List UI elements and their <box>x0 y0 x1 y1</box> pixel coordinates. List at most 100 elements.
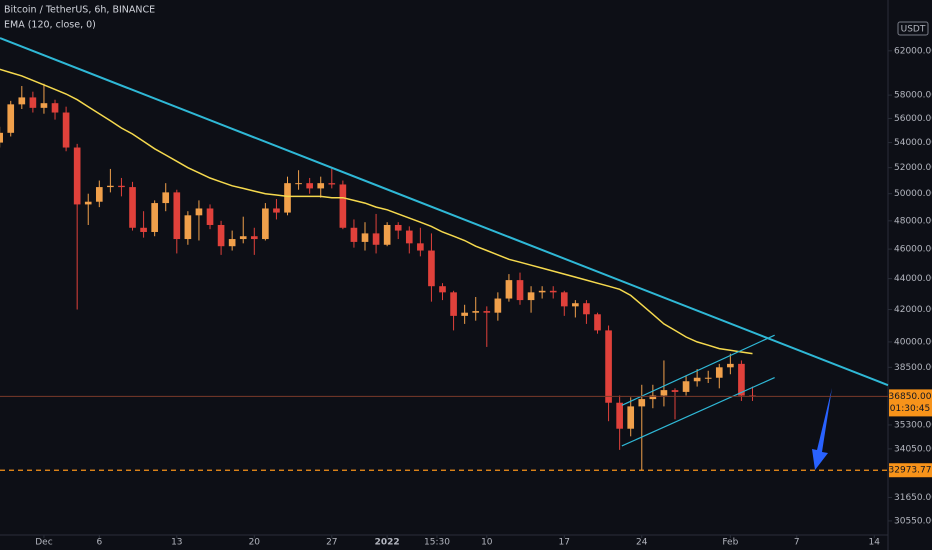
ema-line <box>0 68 753 355</box>
candle-body <box>594 314 601 331</box>
candle-body <box>95 187 103 202</box>
candle-body <box>7 104 15 133</box>
y-tick-label: 52000.00 <box>894 163 932 173</box>
candle-body <box>84 201 92 205</box>
x-tick-label: 2022 <box>375 538 400 548</box>
y-tick-label: 46000.00 <box>894 245 932 255</box>
y-tick-label: 30550.00 <box>894 516 932 526</box>
y-tick-label: 56000.00 <box>894 114 932 124</box>
candle-body <box>704 377 712 379</box>
candle-body <box>317 183 325 189</box>
y-tick-label: 38500.00 <box>894 363 932 373</box>
candle-body <box>239 236 247 240</box>
candle-body <box>140 227 147 232</box>
y-tick-label: 42000.00 <box>894 305 932 315</box>
candle-body <box>572 303 579 307</box>
candle-body <box>394 224 402 231</box>
candle-body <box>715 367 723 378</box>
x-tick-label: 24 <box>636 538 648 548</box>
y-tick-label: 58000.00 <box>894 91 932 101</box>
candle-body <box>162 192 170 204</box>
candle-body <box>383 224 391 245</box>
trendline <box>0 37 889 387</box>
y-tick-label: 34050.00 <box>894 444 932 454</box>
candle-body <box>328 183 336 185</box>
countdown-label: 01:30:45 <box>890 404 930 414</box>
y-tick-label: 44000.00 <box>894 274 932 284</box>
support-badge <box>889 463 932 478</box>
candle-body <box>217 224 225 247</box>
candle-body <box>472 311 480 313</box>
chart-title: Bitcoin / TetherUS, 6h, BINANCE <box>4 5 155 16</box>
candle-body <box>660 390 668 396</box>
candle-body <box>206 208 214 225</box>
x-tick-label: 27 <box>326 538 337 548</box>
y-tick-label: 62000.00 <box>894 46 932 56</box>
candle-body <box>693 377 701 382</box>
candle-body <box>173 192 181 240</box>
candle-body <box>439 286 446 293</box>
candle-body <box>494 298 502 313</box>
plot <box>0 37 889 471</box>
candle-body <box>450 292 457 316</box>
candle-body <box>516 280 524 301</box>
candle-body <box>372 233 380 245</box>
x-tick-label: Feb <box>722 538 738 548</box>
candle-body <box>549 290 557 293</box>
trendline <box>621 377 775 447</box>
candle-body <box>118 185 125 188</box>
currency-label: USDT <box>901 25 926 35</box>
candle-body <box>51 103 59 113</box>
x-tick-label: 7 <box>794 538 800 548</box>
currency-badge <box>897 21 929 36</box>
y-tick-label: 54000.00 <box>894 138 932 148</box>
candle-body <box>151 203 158 232</box>
candle-body <box>671 390 679 392</box>
candle-body <box>284 183 291 213</box>
candle-body <box>306 183 313 189</box>
x-tick-label: 17 <box>559 538 570 548</box>
candle-body <box>184 215 192 240</box>
y-tick-label: 48000.00 <box>894 216 932 226</box>
y-tick-label: 50000.00 <box>894 189 932 199</box>
candle-body <box>0 132 3 143</box>
x-tick-label: 20 <box>249 538 261 548</box>
candle-body <box>361 233 369 242</box>
y-tick-label: 31650.00 <box>894 493 932 503</box>
last-price-badge <box>889 389 932 417</box>
candle-body <box>483 311 491 313</box>
candle-body <box>461 312 468 316</box>
candle-body <box>295 183 302 185</box>
candle-body <box>29 97 37 108</box>
y-tick-label: 35300.00 <box>894 420 932 430</box>
candle-body <box>339 184 347 228</box>
trendline <box>621 334 775 406</box>
candle-body <box>107 185 114 188</box>
candle-body <box>40 103 48 108</box>
candle-body <box>627 406 635 429</box>
indicator-label: EMA (120, close, 0) <box>4 20 96 31</box>
x-tick-label: 15:30 <box>424 538 450 548</box>
last-price-label: 36850.00 <box>889 392 932 402</box>
candle-body <box>250 236 258 240</box>
x-tick-label: Dec <box>35 538 52 548</box>
x-tick-label: 10 <box>481 538 493 548</box>
arrow <box>812 388 832 470</box>
candle-body <box>428 250 435 287</box>
candle-body <box>262 208 269 240</box>
candle-body <box>350 227 358 242</box>
x-tick-label: 6 <box>96 538 102 548</box>
candle-body <box>195 208 203 216</box>
candle-body <box>62 112 70 148</box>
candle-body <box>73 147 81 205</box>
candle-body <box>417 243 424 251</box>
candle-body <box>649 395 657 400</box>
candle-body <box>583 303 590 315</box>
candle-body <box>405 230 413 244</box>
candle-body <box>129 187 136 228</box>
x-tick-label: 13 <box>171 538 182 548</box>
candle-body <box>738 363 745 396</box>
candle-body <box>273 208 280 213</box>
